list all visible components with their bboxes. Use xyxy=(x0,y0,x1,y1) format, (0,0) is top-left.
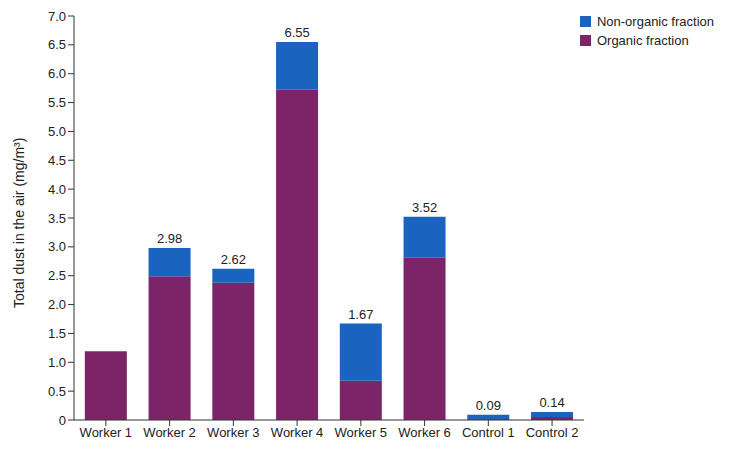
svg-text:6.0: 6.0 xyxy=(48,66,66,81)
svg-text:4.5: 4.5 xyxy=(48,153,66,168)
svg-text:Worker 6: Worker 6 xyxy=(398,425,451,440)
svg-text:4.0: 4.0 xyxy=(48,182,66,197)
svg-text:2.0: 2.0 xyxy=(48,297,66,312)
svg-text:2.62: 2.62 xyxy=(221,252,246,267)
svg-text:0: 0 xyxy=(59,413,66,428)
html-text:Organic fraction: Organic fraction xyxy=(596,33,689,48)
svg-text:0.09: 0.09 xyxy=(476,398,501,413)
svg-text:0.5: 0.5 xyxy=(48,384,66,399)
svg-text:Worker 3: Worker 3 xyxy=(207,425,260,440)
svg-text:2.98: 2.98 xyxy=(157,231,182,246)
svg-text:Worker 4: Worker 4 xyxy=(271,425,324,440)
svg-text:3.52: 3.52 xyxy=(412,200,437,215)
svg-text:6.5: 6.5 xyxy=(48,37,66,52)
svg-text:3.0: 3.0 xyxy=(48,239,66,254)
svg-text:1.67: 1.67 xyxy=(348,307,373,322)
svg-text:3.5: 3.5 xyxy=(48,211,66,226)
svg-text:1.5: 1.5 xyxy=(48,326,66,341)
svg-text:Worker 5: Worker 5 xyxy=(335,425,388,440)
svg-text:Control 1: Control 1 xyxy=(462,425,515,440)
svg-text:Total dust in the air (mg/m³): Total dust in the air (mg/m³) xyxy=(11,138,27,308)
svg-text:5.5: 5.5 xyxy=(48,95,66,110)
svg-text:2.5: 2.5 xyxy=(48,268,66,283)
svg-text:Control 2: Control 2 xyxy=(526,425,579,440)
svg-text:Worker 2: Worker 2 xyxy=(143,425,196,440)
svg-text:0.14: 0.14 xyxy=(539,395,564,410)
svg-text:5.0: 5.0 xyxy=(48,124,66,139)
svg-text:Worker 1: Worker 1 xyxy=(80,425,133,440)
svg-text:7.0: 7.0 xyxy=(48,9,66,24)
html-text:Non-organic fraction: Non-organic fraction xyxy=(596,14,714,29)
svg-text:1.0: 1.0 xyxy=(48,355,66,370)
svg-text:6.55: 6.55 xyxy=(284,25,309,40)
